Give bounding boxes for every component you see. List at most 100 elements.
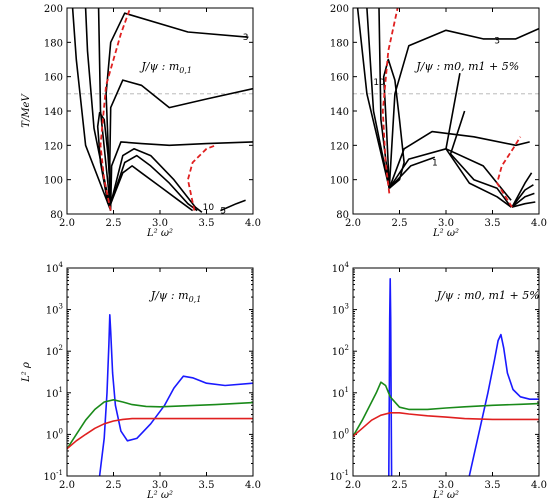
contour-line <box>511 192 535 208</box>
y-tick-label: 120 <box>44 141 63 152</box>
y-tick-label: 100 <box>46 427 63 441</box>
contour-line <box>71 8 112 211</box>
x-tick-label: 3.0 <box>438 480 454 491</box>
spectral-curve <box>98 314 253 476</box>
chart-panel-3: 2.0 2.5 3.0 3.5 4.0 10-1 100 101 102 103 104 J/ψ : … <box>21 261 261 500</box>
x-tick-label: 2.0 <box>59 480 75 491</box>
x-tick-label: 3.5 <box>199 218 215 229</box>
y-tick-label: 160 <box>330 73 349 84</box>
plot-frame <box>352 7 540 215</box>
dashed-red-curve <box>496 136 522 208</box>
contour-label: 10 <box>203 203 215 213</box>
y-tick-label: 10-1 <box>43 469 63 483</box>
contour-line <box>449 110 512 208</box>
chart-panel-4: 2.0 2.5 3.0 3.5 4.0 10-1 100 101 102 103 104 J/ψ : … <box>329 261 547 500</box>
spectral-curve <box>353 412 539 437</box>
contour-line <box>105 12 249 211</box>
x-axis-label: L² ω² <box>146 228 173 239</box>
panel-title: J/ψ : m0, m1 + 5% <box>435 289 540 302</box>
contour-line <box>366 8 391 189</box>
spectral-curve <box>67 417 253 450</box>
contour-label: 5 <box>220 207 226 217</box>
x-tick-label: 2.0 <box>345 218 361 229</box>
y-tick-label: 120 <box>330 141 349 152</box>
x-tick-label: 2.5 <box>106 480 122 491</box>
x-tick-label: 3.0 <box>152 218 168 229</box>
contour-line <box>445 73 512 208</box>
plot-frame <box>66 7 254 215</box>
x-tick-label: 4.0 <box>245 480 261 491</box>
y-tick-label: 100 <box>330 176 349 187</box>
x-tick-label: 2.5 <box>392 480 408 491</box>
y-tick-label: 180 <box>44 38 63 49</box>
x-axis-label: L² ω² <box>146 490 173 500</box>
y-tick-label: 104 <box>46 261 64 275</box>
y-axis-label: T/MeV <box>21 93 32 128</box>
dashed-red-curve <box>381 8 399 194</box>
spectral-curve <box>388 278 393 476</box>
x-tick-label: 2.5 <box>392 218 408 229</box>
chart-panel-1: 2.0 2.5 3.0 3.5 4.0 80 100 120 140 160 180 200 3 10 5 J… <box>21 4 261 239</box>
x-tick-label: 3.5 <box>485 480 501 491</box>
contour-line <box>97 8 112 211</box>
contour-line <box>388 148 512 201</box>
y-tick-label: 102 <box>332 344 349 358</box>
contour-label: 10 <box>373 78 385 88</box>
contour-label: 3 <box>243 33 249 43</box>
spectral-curve <box>468 333 539 476</box>
contour-line <box>511 172 533 208</box>
y-tick-label: 104 <box>332 261 350 275</box>
contour-label: 3 <box>494 37 500 47</box>
contour-line <box>356 8 391 189</box>
y-tick-label: 103 <box>332 303 349 317</box>
dashed-red-curve <box>99 8 132 211</box>
x-axis-label: L² ω² <box>432 228 459 239</box>
dashed-red-curve <box>187 144 217 211</box>
contour-line <box>220 199 246 212</box>
y-tick-label: 10-1 <box>329 469 349 483</box>
contour-line <box>96 111 112 204</box>
contour-line <box>109 79 253 208</box>
y-tick-label: 200 <box>330 4 349 15</box>
contour-line <box>109 165 194 212</box>
plot-frame <box>66 267 254 477</box>
y-tick-label: 100 <box>332 427 349 441</box>
y-tick-label: 140 <box>330 107 349 118</box>
spectral-curve <box>67 399 253 450</box>
x-tick-label: 3.5 <box>199 480 215 491</box>
contour-line <box>511 201 536 208</box>
x-tick-label: 3.0 <box>152 480 168 491</box>
plot-frame <box>352 267 540 477</box>
x-tick-label: 3.5 <box>485 218 501 229</box>
contour-line <box>388 156 436 189</box>
y-tick-label: 103 <box>46 303 63 317</box>
contour-line <box>109 148 203 213</box>
y-tick-label: 180 <box>330 38 349 49</box>
contour-line <box>388 27 539 189</box>
contour-line <box>382 58 405 189</box>
y-tick-label: 101 <box>46 386 63 400</box>
x-tick-label: 4.0 <box>245 218 261 229</box>
x-tick-label: 2.5 <box>106 218 122 229</box>
contour-line <box>109 141 253 208</box>
contour-line <box>109 154 198 212</box>
y-tick-label: 102 <box>46 344 63 358</box>
y-tick-label: 100 <box>44 176 63 187</box>
y-tick-label: 160 <box>44 73 63 84</box>
spectral-curve <box>353 381 539 437</box>
y-axis-label: L² ρ <box>21 362 32 383</box>
y-tick-label: 200 <box>44 4 63 15</box>
x-tick-label: 4.0 <box>531 218 547 229</box>
x-tick-label: 3.0 <box>438 218 454 229</box>
contour-label: 1 <box>432 159 438 169</box>
panel-title: J/ψ : m0, m1 + 5% <box>414 60 519 73</box>
contour-line <box>388 130 530 189</box>
x-axis-label: L² ω² <box>432 490 459 500</box>
x-tick-label: 4.0 <box>531 480 547 491</box>
panel-title: J/ψ : m0,1 <box>149 289 202 304</box>
y-tick-label: 101 <box>332 386 349 400</box>
x-tick-label: 2.0 <box>345 480 361 491</box>
chart-panel-2: 2.0 2.5 3.0 3.5 4.0 80 100 120 140 160 180 200 3 10 1 J… <box>330 4 547 239</box>
y-tick-label: 140 <box>44 107 63 118</box>
